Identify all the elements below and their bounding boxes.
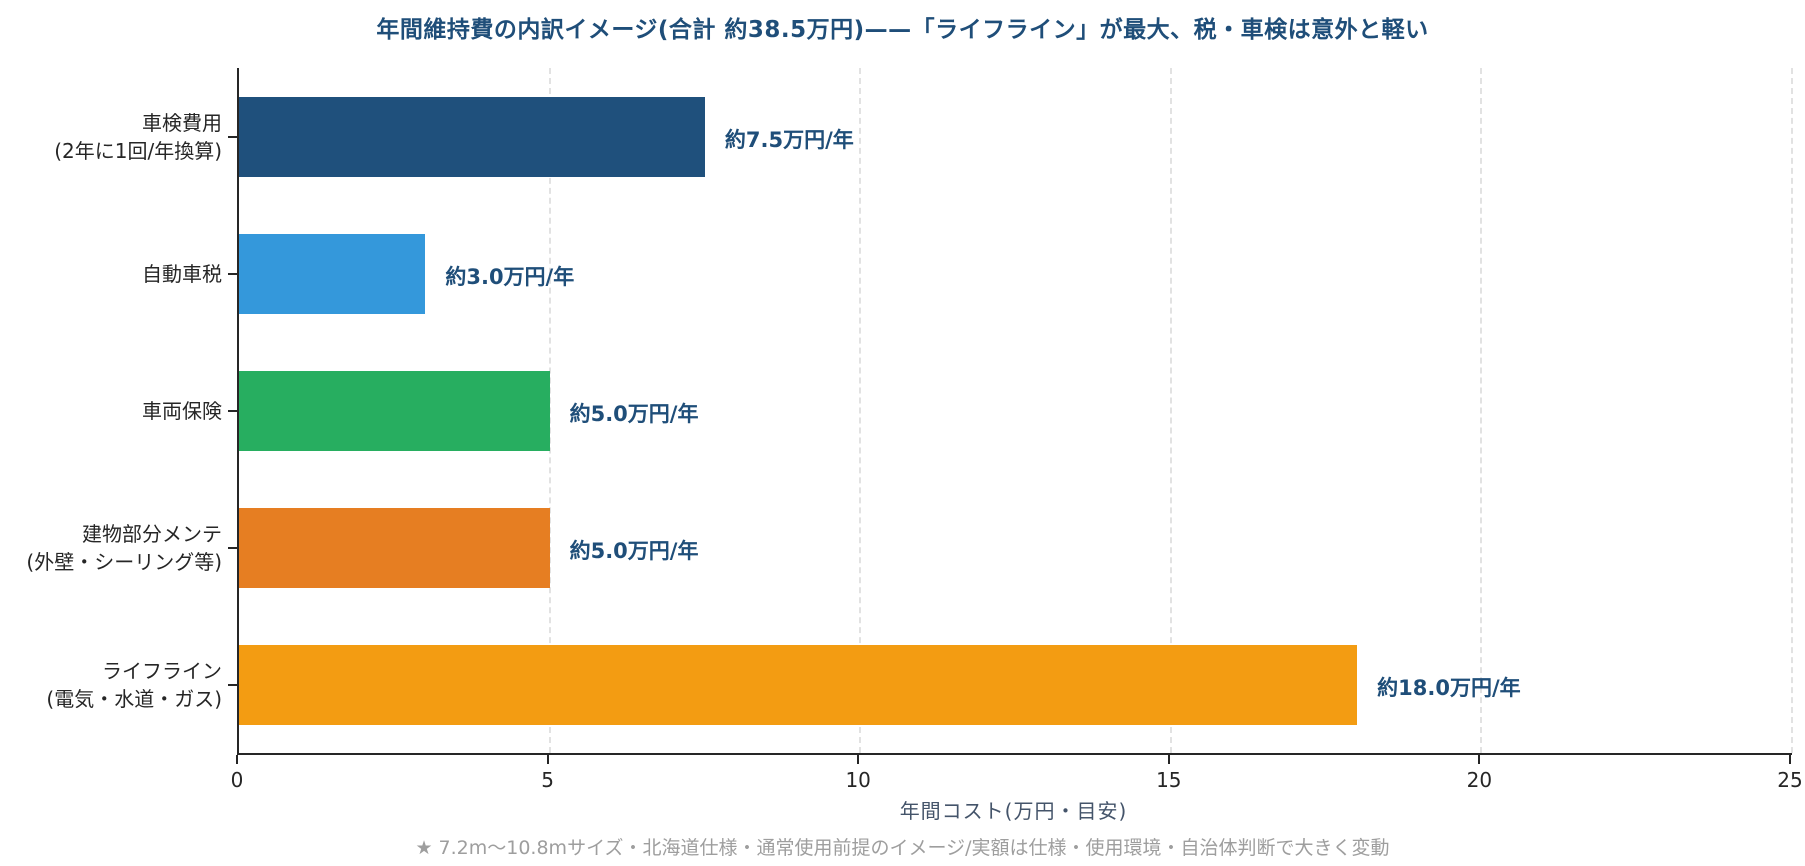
y-tick-mark <box>228 135 237 138</box>
x-tick-label: 5 <box>541 768 554 792</box>
x-tick-label: 15 <box>1156 768 1182 792</box>
category-label: 建物部分メンテ (外壁・シーリング等) <box>26 521 222 574</box>
x-tick-mark <box>546 755 549 764</box>
x-tick-label: 25 <box>1777 768 1803 792</box>
bar <box>239 507 550 588</box>
bar-value-label: 約7.5万円/年 <box>724 127 854 152</box>
x-tick-label: 20 <box>1466 768 1493 792</box>
gridline <box>1480 68 1483 753</box>
gridline <box>1791 68 1793 753</box>
gridline <box>859 68 862 753</box>
chart-footnote: ★ 7.2m〜10.8mサイズ・北海道仕様・通常使用前提のイメージ/実額は仕様・… <box>415 837 1390 859</box>
y-tick-mark <box>228 683 237 686</box>
x-axis-label: 年間コスト(万円・目安) <box>899 799 1128 823</box>
category-label: 車検費用 (2年に1回/年換算) <box>54 110 222 163</box>
x-tick-mark <box>1167 755 1170 764</box>
bar-value-label: 約5.0万円/年 <box>569 538 699 563</box>
x-tick-mark <box>236 755 238 764</box>
y-tick-mark <box>228 272 237 275</box>
y-tick-mark <box>228 409 237 412</box>
bar <box>239 370 550 451</box>
x-tick-label: 10 <box>845 768 871 792</box>
y-tick-mark <box>228 546 237 549</box>
gridline <box>548 68 551 753</box>
category-label: ライフライン (電気・水道・ガス) <box>46 658 222 711</box>
category-label: 自動車税 <box>142 261 222 286</box>
x-tick-mark <box>1478 755 1481 764</box>
bar-value-label: 約18.0万円/年 <box>1377 675 1521 700</box>
bar-value-label: 約5.0万円/年 <box>569 401 699 426</box>
bar-value-label: 約3.0万円/年 <box>445 264 575 289</box>
x-tick-label: 0 <box>230 768 244 792</box>
bar <box>239 233 426 314</box>
plot-area: 約7.5万円/年約3.0万円/年約5.0万円/年 約5.0万円/年約18.0万円/… <box>237 68 1793 755</box>
bar <box>239 644 1358 725</box>
category-label: 車両保険 <box>142 398 222 423</box>
x-tick-mark <box>1789 755 1791 764</box>
bar <box>239 96 705 177</box>
gridline <box>1169 68 1172 753</box>
chart-title: 年間維持費の内訳イメージ(合計 約38.5万円)——「ライフライン」が最大、税・… <box>376 17 1429 43</box>
x-tick-mark <box>857 755 860 764</box>
